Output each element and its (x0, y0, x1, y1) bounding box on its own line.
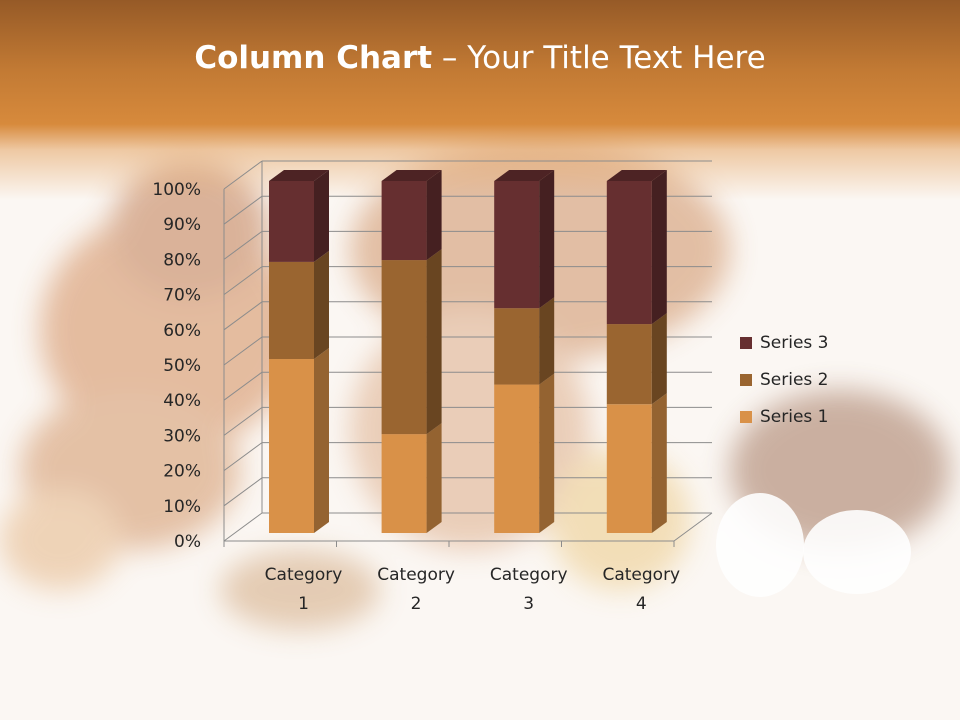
side-gridline (223, 160, 263, 190)
bar-side (426, 170, 442, 261)
side-gridline (223, 477, 263, 507)
bar-side (539, 170, 555, 309)
bar-front-series-2 (606, 324, 652, 405)
y-tick-label: 70% (163, 286, 201, 306)
y-tick-label: 0% (174, 532, 201, 552)
bar-side (426, 423, 442, 533)
slide-header-band (0, 0, 960, 200)
bar-top (494, 170, 555, 181)
legend-item-series-3: Series 3 (740, 333, 829, 353)
y-tick-label: 10% (163, 497, 201, 517)
side-gridline (223, 442, 263, 472)
category-label: Category (602, 565, 680, 585)
bar-front-series-3 (381, 181, 427, 261)
bar-side (651, 393, 667, 533)
side-gridline (223, 301, 263, 331)
legend-swatch (740, 374, 752, 386)
bar-side (539, 297, 555, 385)
category-label: 2 (411, 594, 422, 614)
category-label: Category (490, 565, 568, 585)
category-label: 1 (298, 594, 309, 614)
bar-front-series-3 (494, 181, 540, 309)
side-gridline (223, 230, 263, 260)
floor-edge (673, 512, 713, 542)
y-tick-label: 20% (163, 462, 201, 482)
bar-front-series-1 (494, 384, 540, 533)
legend-swatch (740, 337, 752, 349)
category-label: Category (265, 565, 343, 585)
legend-label: Series 2 (760, 370, 829, 390)
legend-item-series-1: Series 1 (740, 407, 829, 427)
bar-top (606, 170, 667, 181)
bar-front-series-1 (381, 434, 427, 533)
side-gridline (223, 266, 263, 296)
bar-side (651, 170, 667, 325)
y-tick-label: 80% (163, 250, 201, 270)
side-gridline (223, 512, 263, 542)
bar-side (539, 373, 555, 533)
legend-label: Series 3 (760, 333, 829, 353)
title-bold: Column Chart (194, 40, 433, 76)
bar-top (381, 170, 442, 181)
bar-side (314, 250, 329, 360)
side-gridline (223, 406, 263, 436)
category-label: Category (377, 565, 455, 585)
side-gridline (223, 336, 263, 366)
bar-side (651, 313, 667, 405)
bar-top (269, 170, 329, 181)
bar-side (314, 348, 329, 533)
y-tick-label: 40% (163, 391, 201, 411)
slide-title: Column Chart – Your Title Text Here (0, 40, 960, 76)
bar-side (314, 170, 329, 262)
category-label: 3 (523, 594, 534, 614)
bar-front-series-2 (269, 261, 314, 360)
legend-item-series-2: Series 2 (740, 370, 829, 390)
bar-front-series-2 (494, 308, 540, 385)
side-gridline (223, 371, 263, 401)
title-rest: – Your Title Text Here (432, 40, 766, 76)
side-gridline (223, 195, 263, 225)
y-tick-label: 50% (163, 356, 201, 376)
y-tick-label: 90% (163, 215, 201, 235)
y-tick-label: 100% (152, 180, 201, 200)
bar-front-series-3 (269, 181, 314, 262)
bar-front-series-1 (606, 404, 652, 533)
bar-front-series-3 (606, 181, 652, 325)
y-tick-label: 30% (163, 426, 201, 446)
bar-side (426, 249, 442, 435)
legend-swatch (740, 411, 752, 423)
bar-front-series-1 (269, 359, 314, 533)
category-label: 4 (636, 594, 647, 614)
legend-label: Series 1 (760, 407, 829, 427)
y-tick-label: 60% (163, 321, 201, 341)
bar-front-series-2 (381, 260, 427, 435)
